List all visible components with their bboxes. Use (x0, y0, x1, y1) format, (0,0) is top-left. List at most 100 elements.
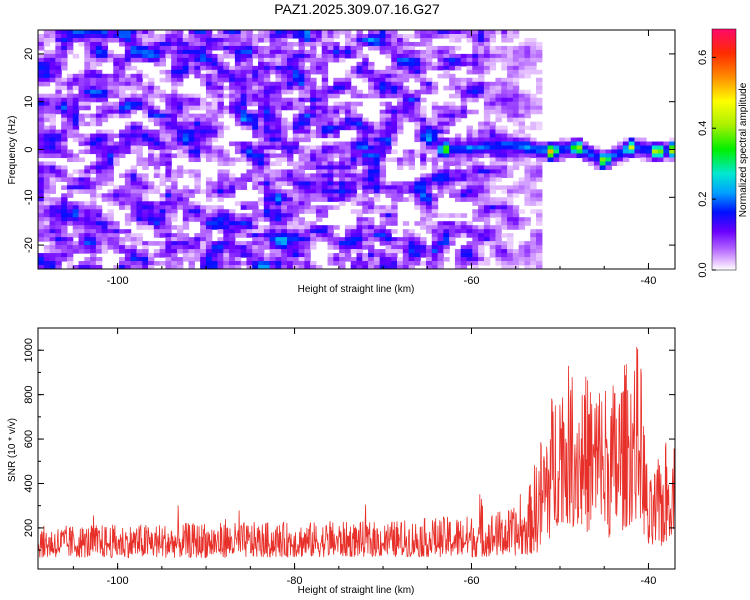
heatmap-cell (252, 97, 259, 103)
heatmap-cell (304, 165, 311, 171)
heatmap-cell (385, 105, 392, 111)
heatmap-cell (501, 169, 508, 174)
heatmap-cell (159, 93, 166, 99)
heatmap-cell (258, 157, 265, 163)
heatmap-cell (298, 249, 305, 254)
heatmap-cell (252, 181, 259, 186)
heatmap-cell (55, 245, 62, 250)
heatmap-cell (95, 213, 103, 218)
heatmap-cell (402, 245, 410, 250)
heatmap-cell (211, 109, 219, 115)
heatmap-cell (536, 257, 543, 262)
heatmap-cell (373, 173, 381, 178)
heatmap-cell (576, 137, 583, 143)
heatmap-cell (385, 101, 392, 107)
heatmap-cell (339, 197, 346, 202)
heatmap-cell (460, 153, 468, 159)
heatmap-cell (142, 241, 149, 246)
heatmap-cell (327, 105, 334, 111)
heatmap-cell (478, 173, 485, 178)
heatmap-cell (258, 89, 265, 95)
heatmap-cell (217, 121, 224, 127)
heatmap-cell (304, 137, 311, 143)
heatmap-cell (72, 30, 80, 35)
heatmap-cell (176, 225, 184, 230)
heatmap-cell (333, 241, 340, 246)
heatmap-cell (130, 213, 138, 218)
heatmap-cell (541, 141, 549, 147)
heatmap-cell (466, 245, 473, 250)
heatmap-cell (466, 225, 473, 230)
heatmap-cell (258, 105, 265, 111)
heatmap-cell (478, 81, 485, 87)
heatmap-cell (530, 193, 537, 198)
heatmap-cell (43, 41, 51, 47)
heatmap-cell (263, 161, 271, 167)
heatmap-cell (379, 257, 387, 262)
heatmap-cell (373, 37, 381, 43)
heatmap-cell (205, 153, 213, 159)
heatmap-cell (373, 125, 381, 131)
heatmap-cell (339, 189, 346, 194)
heatmap-cell (454, 261, 462, 266)
heatmap-cell (90, 93, 97, 99)
heatmap-cell (454, 30, 462, 35)
heatmap-cell (176, 57, 184, 63)
heatmap-cell (269, 61, 277, 67)
heatmap-cell (373, 249, 381, 254)
heatmap-cell (205, 241, 213, 246)
heatmap-cell (460, 233, 468, 238)
heatmap-cell (524, 165, 531, 171)
heatmap-cell (304, 181, 311, 186)
heatmap-cell (142, 161, 149, 167)
heatmap-cell (420, 61, 427, 67)
heatmap-cell (507, 133, 514, 139)
heatmap-cell (507, 149, 514, 155)
heatmap-cell (298, 257, 305, 262)
heatmap-cell (252, 37, 259, 43)
heatmap-cell (78, 237, 85, 242)
heatmap-cell (176, 73, 184, 79)
heatmap-cell (136, 49, 143, 55)
heatmap-cell (420, 193, 427, 198)
heatmap-cell (350, 181, 358, 186)
heatmap-cell (61, 53, 68, 59)
heatmap-cell (223, 109, 230, 115)
heatmap-cell (84, 245, 91, 250)
heatmap-cell (292, 189, 300, 194)
heatmap-cell (269, 181, 277, 186)
heatmap-cell (333, 253, 340, 258)
heatmap-cell (362, 185, 369, 190)
heatmap-cell (275, 61, 282, 67)
figure-title: PAZ1.2025.309.07.16.G27 (274, 1, 440, 17)
heatmap-cell (101, 49, 109, 55)
heatmap-cell (275, 97, 282, 103)
heatmap-cell (327, 109, 334, 115)
heatmap-cell (234, 221, 242, 226)
heatmap-cell (107, 233, 114, 238)
heatmap-cell (657, 149, 665, 155)
heatmap-cell (49, 145, 56, 151)
heatmap-cell (483, 257, 491, 262)
heatmap-cell (454, 93, 462, 99)
heatmap-cell (124, 45, 132, 51)
heatmap-cell (350, 117, 358, 123)
heatmap-cell (344, 49, 352, 55)
heatmap-cell (269, 217, 277, 222)
heatmap-cell (188, 249, 195, 254)
heatmap-cell (518, 241, 526, 246)
heatmap-cell (472, 161, 479, 167)
heatmap-cell (66, 73, 74, 79)
heatmap-cell (350, 141, 358, 147)
heatmap-cell (223, 53, 230, 59)
heatmap-cell (205, 41, 213, 47)
heatmap-cell (420, 133, 427, 139)
heatmap-cell (501, 265, 508, 269)
heatmap-cell (507, 245, 514, 250)
heatmap-cell (142, 93, 149, 99)
heatmap-cell (136, 53, 143, 59)
heatmap-cell (38, 209, 45, 214)
heatmap-cell (217, 209, 224, 214)
heatmap-cell (518, 129, 526, 135)
heatmap-cell (460, 249, 468, 254)
